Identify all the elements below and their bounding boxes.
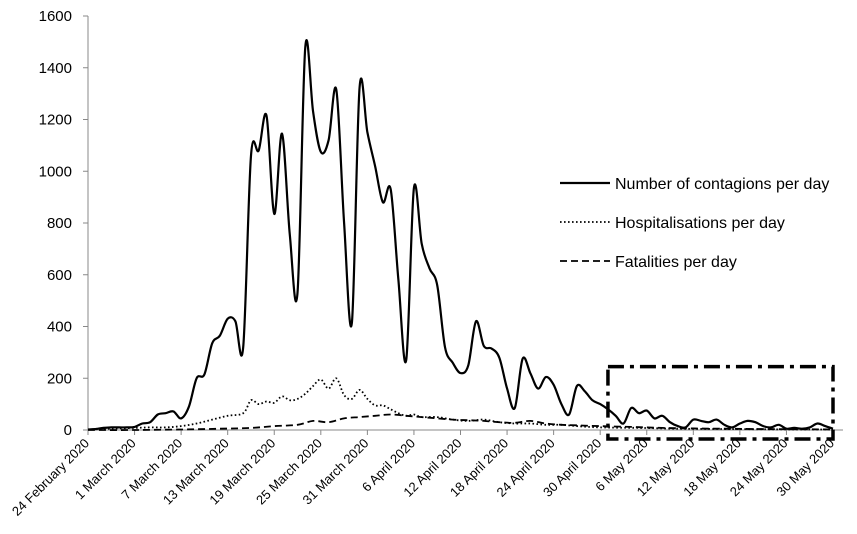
y-tick-label: 600 (47, 267, 72, 284)
y-tick-label: 400 (47, 319, 72, 336)
y-tick-label: 1600 (39, 8, 72, 25)
fatalities-line (87, 413, 834, 431)
series-layer (87, 39, 834, 431)
y-tick-label: 200 (47, 370, 72, 387)
highlight-box (606, 364, 835, 441)
y-tick-label: 1200 (39, 112, 72, 129)
annotation-layer (606, 364, 835, 441)
y-tick-label: 1000 (39, 163, 72, 180)
x-tick-label: 24 February 2020 (9, 436, 92, 519)
legend-label: Fatalities per day (615, 254, 737, 271)
legend: Number of contagions per day Hospitalisat… (560, 176, 829, 271)
y-tick-label: 0 (64, 422, 72, 439)
contagions-line (87, 39, 834, 431)
y-tick-label: 1400 (39, 60, 72, 77)
y-axis: 0 200 400 600 800 1000 1200 1400 1600 (39, 8, 89, 439)
legend-label: Hospitalisations per day (615, 215, 785, 232)
legend-label: Number of contagions per day (615, 176, 829, 193)
y-tick-label: 800 (47, 215, 72, 232)
